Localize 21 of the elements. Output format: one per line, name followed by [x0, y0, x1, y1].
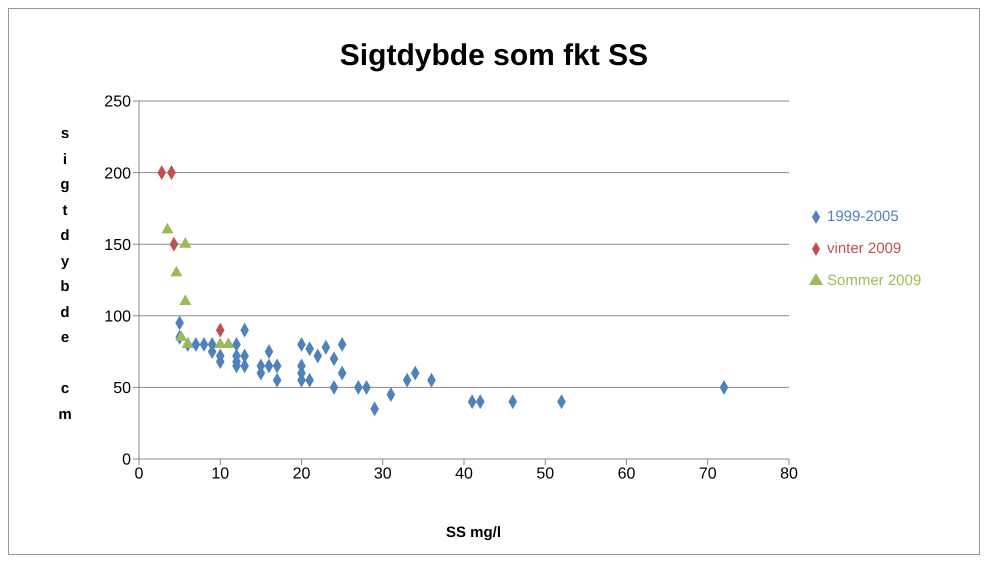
legend-label: 1999-2005 — [827, 208, 899, 225]
x-tick-label: 30 — [374, 465, 392, 482]
legend-label: Sommer 2009 — [827, 272, 922, 289]
x-tick-label: 50 — [536, 465, 554, 482]
y-tick-label: 250 — [104, 94, 132, 111]
legend-label: vinter 2009 — [827, 240, 902, 257]
chart-title: Sigtdybde som fkt SS — [338, 39, 650, 73]
y-tick-label: 150 — [104, 236, 132, 254]
y-tick-label: 50 — [113, 380, 132, 398]
x-tick-label: 20 — [292, 465, 310, 482]
x-tick-label: 80 — [780, 465, 798, 482]
x-axis-title: SS mg/l — [444, 524, 502, 541]
x-tick-label: 0 — [134, 465, 144, 482]
y-tick-label: 200 — [104, 165, 132, 182]
y-tick-label: 0 — [122, 452, 132, 469]
text: sigtdybde cm — [58, 125, 72, 422]
y-tick-label: 100 — [104, 308, 132, 326]
x-tick-label: 70 — [698, 465, 717, 482]
x-tick-label: 60 — [618, 465, 636, 482]
x-tick-label: 10 — [211, 465, 230, 482]
x-tick-label: 40 — [455, 465, 473, 482]
